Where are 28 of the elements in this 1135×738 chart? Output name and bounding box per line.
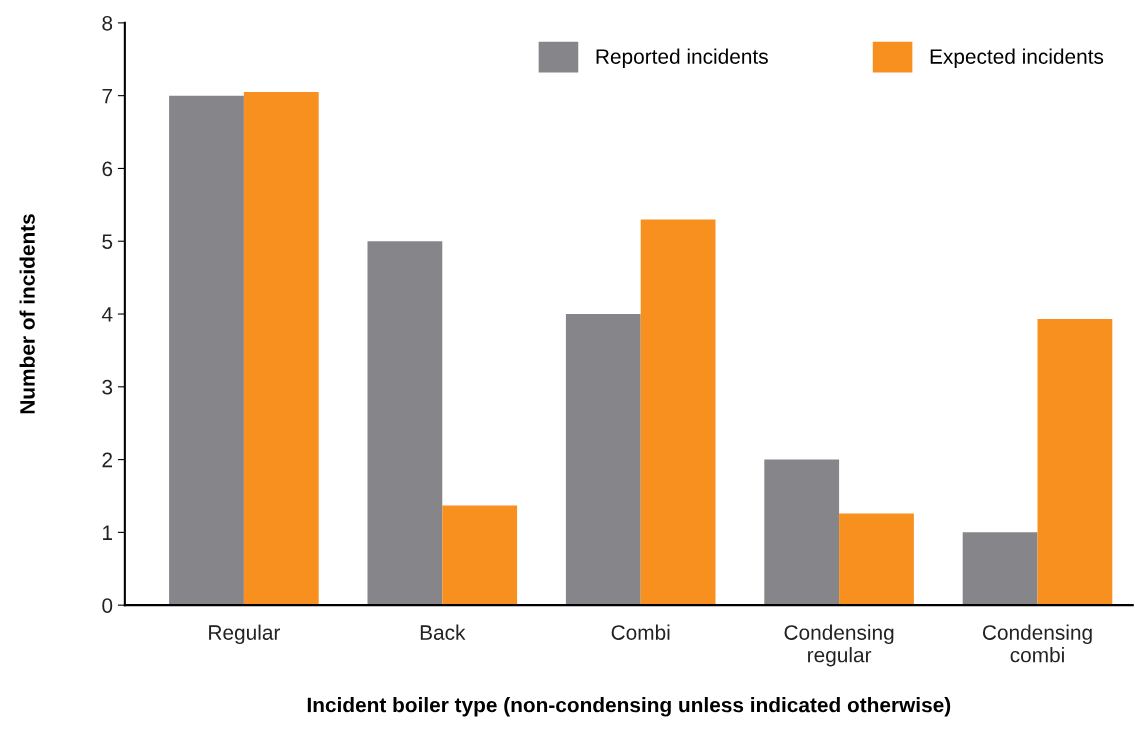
x-axis-title: Incident boiler type (non-condensing unless indicated otherwise)	[307, 697, 951, 717]
legend-label: Reported incidents	[596, 48, 768, 69]
y-axis-title: Number of incidents	[19, 214, 35, 414]
y-tick-label: 3	[102, 379, 113, 395]
bar	[367, 241, 443, 606]
y-tick-label: 5	[102, 234, 113, 249]
bar	[565, 314, 641, 606]
bar	[764, 459, 840, 606]
x-tick-label: Back	[420, 624, 466, 640]
x-tick-label: Combi	[611, 624, 670, 640]
bar	[962, 532, 1038, 606]
y-tick-label: 2	[102, 452, 112, 468]
y-tick-label: 4	[101, 307, 113, 322]
x-tick-label: Condensing combi	[982, 624, 1092, 663]
bar	[442, 505, 518, 606]
bar	[243, 92, 319, 606]
y-tick-label: 6	[102, 161, 113, 177]
bar	[839, 513, 914, 606]
bar	[1037, 319, 1113, 606]
y-tick-label: 8	[102, 15, 113, 31]
y-tick-label: 7	[102, 88, 112, 104]
y-tick-label: 0	[102, 598, 113, 613]
bar	[169, 95, 244, 606]
bar	[640, 219, 716, 606]
y-tick-label: 1	[103, 525, 113, 540]
legend-label: Expected incidents	[930, 48, 1104, 69]
x-tick-label: Condensing regular	[784, 624, 894, 667]
x-tick-label: Regular	[209, 624, 281, 645]
